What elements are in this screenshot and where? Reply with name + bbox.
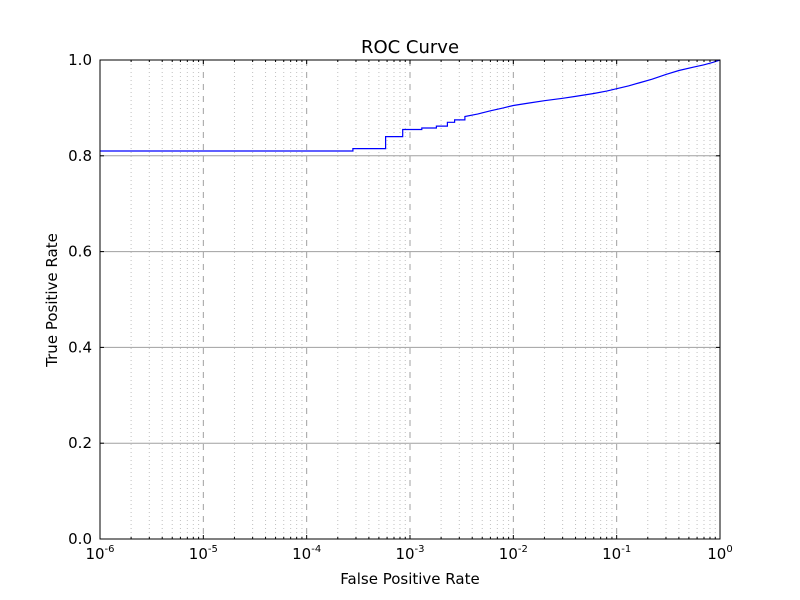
x-tick-label: 100 [707, 544, 732, 563]
x-tick-label: 10-2 [499, 544, 528, 563]
plot-frame [99, 59, 721, 540]
y-tick-label: 0.6 [68, 243, 92, 261]
y-tick-label: 0.4 [68, 338, 92, 356]
y-tick-label: 0.2 [68, 434, 92, 452]
series-layer [100, 59, 721, 152]
y-tick-label: 0.8 [68, 147, 92, 165]
x-tick-label: 10-1 [602, 544, 631, 563]
x-tick-label: 10-5 [189, 544, 218, 563]
x-tick-label: 10-4 [292, 544, 321, 563]
y-axis-label: True Positive Rate [43, 233, 61, 368]
y-tick-label: 1.0 [68, 51, 92, 69]
x-tick-label: 10-6 [85, 544, 114, 563]
chart-title: ROC Curve [361, 37, 459, 58]
x-axis-label: False Positive Rate [340, 570, 479, 588]
roc-series-line [100, 59, 721, 152]
grid-layer [100, 60, 720, 539]
x-tick-label: 10-3 [395, 544, 424, 563]
tick-layer: 10-6 10-5 10-4 10-3 10-2 10-1 100 0.0 0.2 0.4 0.6 0… [68, 51, 733, 563]
y-tick-label: 0.0 [68, 530, 92, 548]
